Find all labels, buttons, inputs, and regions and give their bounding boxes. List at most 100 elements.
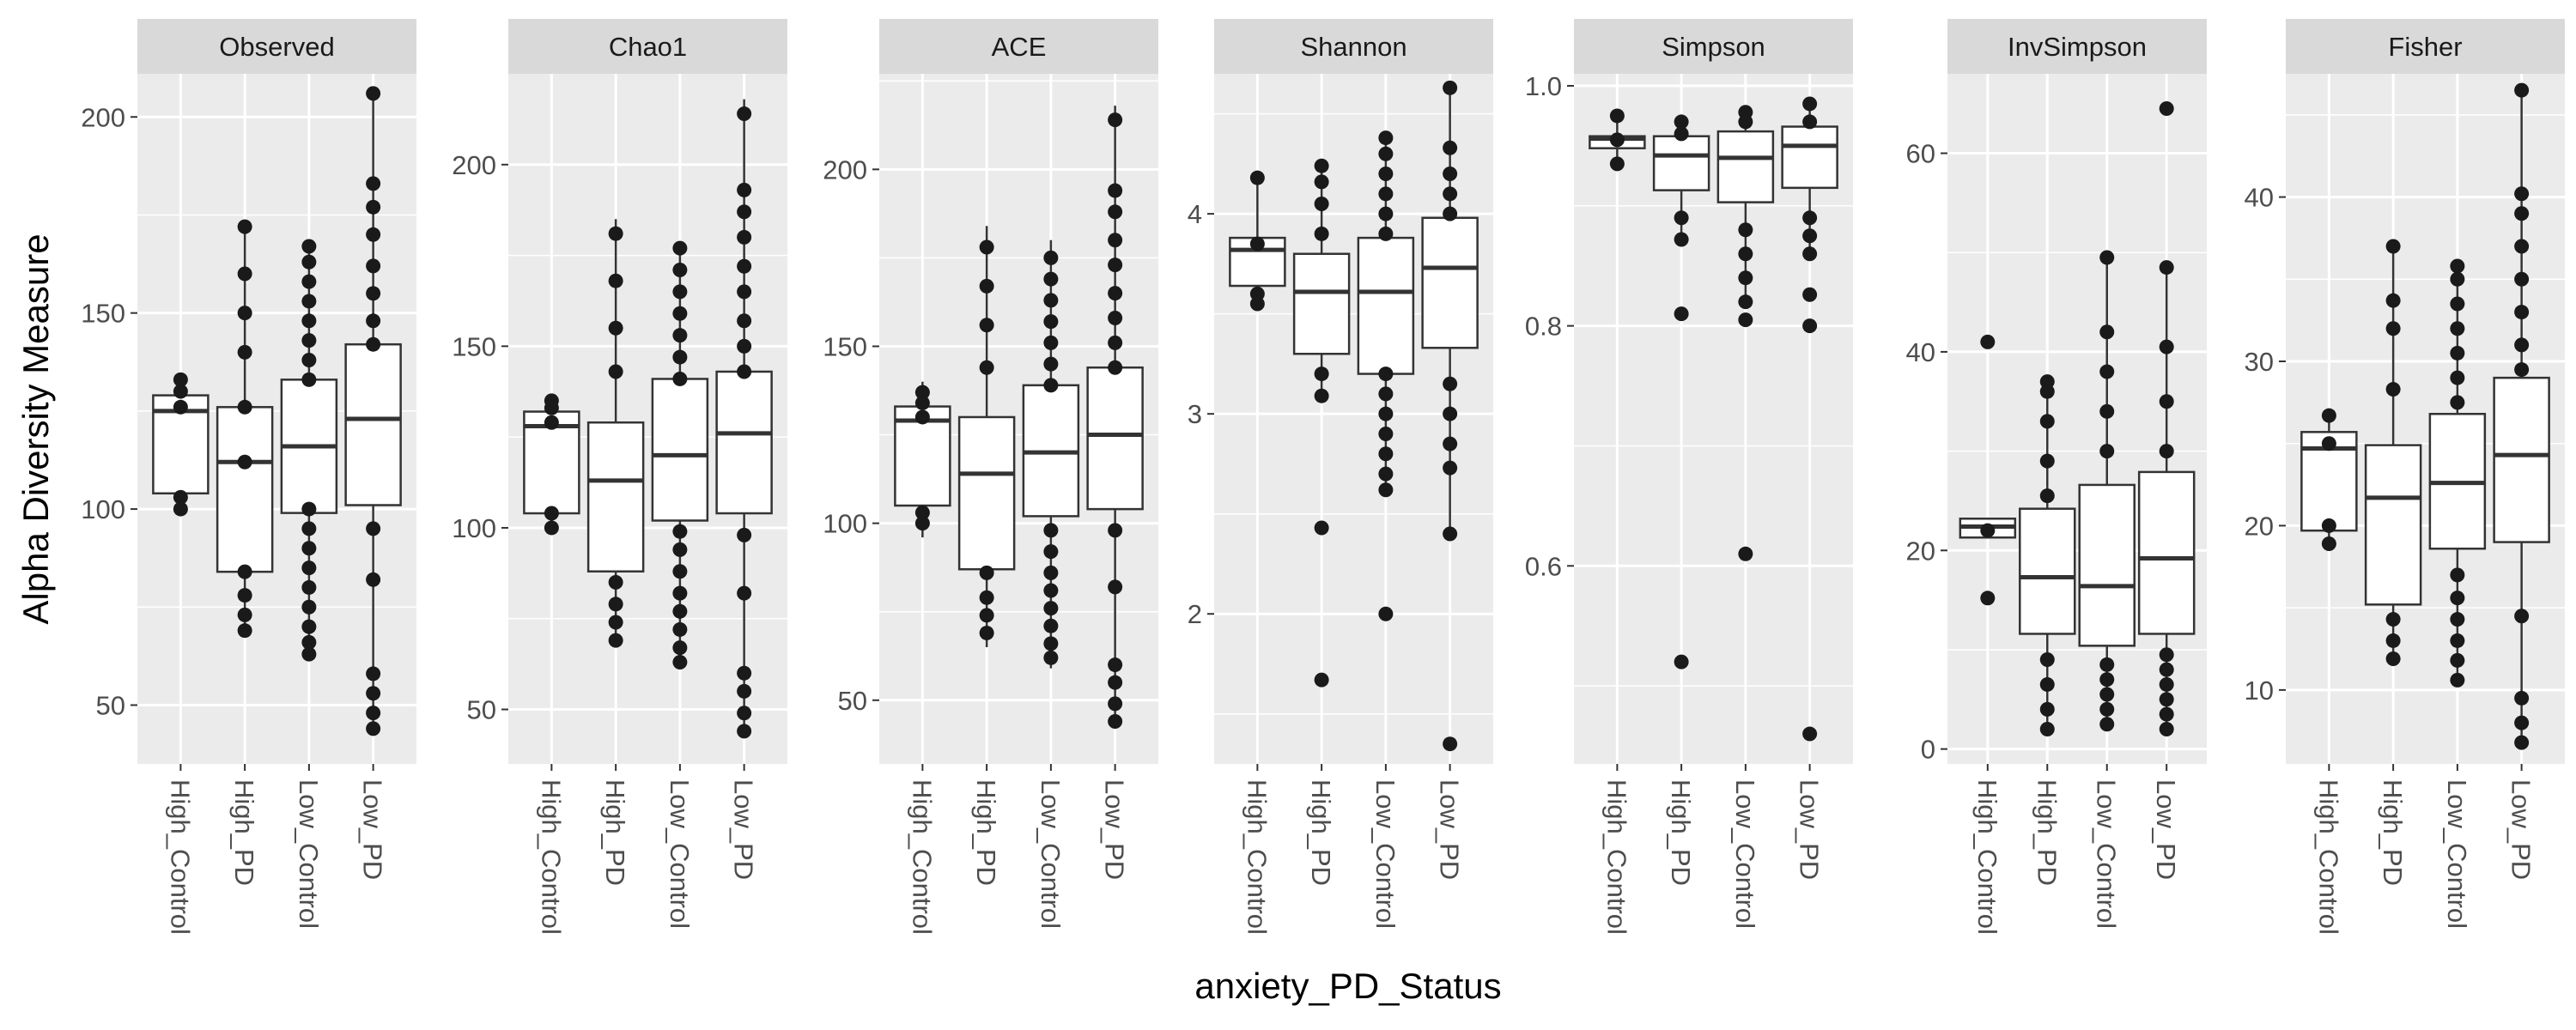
point-ace-low-control-3 [1043,601,1059,616]
point-invsimpson-high-pd-5 [2039,453,2055,469]
point-observed-high-control-1 [173,489,188,505]
point-invsimpson-low-control-1 [2099,701,2115,717]
point-chao1-high-pd-6 [608,273,623,288]
box-body [715,370,773,515]
point-fisher-low-control-2 [2450,633,2465,648]
point-simpson-high-control-1 [1609,132,1625,148]
point-chao1-low-control-2 [672,621,688,637]
panel-observed: Observed 50 100 150 200 High_Control High_PD Lo… [81,19,416,935]
panel-shannon: Shannon 2 3 4 High_Control High_PD Low_Control… [1188,19,1493,935]
point-observed-low-control-10 [301,352,317,367]
point-invsimpson-high-pd-6 [2039,414,2055,429]
box-fisher-low-pd [2493,90,2550,743]
y-tick-label-observed-3: 200 [81,102,125,132]
point-ace-low-pd-10 [1108,258,1123,273]
point-ace-high-control-0 [914,516,930,531]
box-body [2364,444,2422,606]
y-tick-label-fisher-2: 30 [2245,347,2274,377]
point-observed-high-pd-6 [237,344,252,360]
point-simpson-low-pd-2 [1802,287,1818,302]
y-tick-label-chao1-1: 100 [452,513,496,543]
point-observed-low-control-9 [301,372,317,387]
point-observed-low-pd-0 [366,721,381,736]
point-shannon-low-control-2 [1378,466,1394,482]
point-simpson-low-control-3 [1738,270,1753,286]
point-ace-low-control-11 [1043,314,1059,330]
point-ace-low-pd-6 [1108,360,1123,375]
point-ace-high-control-2 [914,409,930,425]
point-chao1-low-pd-9 [737,284,752,300]
point-shannon-low-control-9 [1378,206,1394,221]
point-fisher-high-control-3 [2321,408,2336,423]
point-shannon-low-pd-8 [1443,167,1458,182]
point-invsimpson-high-pd-3 [2039,652,2055,668]
x-tick-label-ace-low-pd: Low_PD [1100,779,1130,880]
strip-label-simpson: Simpson [1662,32,1765,62]
y-tick-label-invsimpson-3: 60 [1906,139,1935,169]
point-invsimpson-high-pd-0 [2039,722,2055,737]
point-chao1-low-control-7 [672,524,688,539]
point-ace-high-control-3 [914,395,930,410]
point-chao1-low-control-4 [672,585,688,601]
point-chao1-high-pd-7 [608,226,623,241]
point-simpson-high-pd-3 [1674,210,1689,226]
point-fisher-high-pd-1 [2385,633,2401,648]
y-tick-label-ace-1: 100 [823,509,867,539]
point-simpson-low-pd-4 [1802,228,1818,244]
box-invsimpson-high-pd [2019,381,2076,730]
x-tick-label-invsimpson-low-control: Low_Control [2092,779,2122,929]
y-tick-label-observed-0: 50 [96,690,125,720]
point-chao1-low-pd-13 [737,182,752,197]
box-shannon-low-pd [1421,88,1479,534]
point-fisher-high-pd-6 [2385,239,2401,254]
point-invsimpson-high-pd-1 [2039,701,2055,717]
y-tick-label-fisher-1: 20 [2245,511,2274,541]
point-chao1-low-control-1 [672,640,688,656]
point-simpson-high-pd-4 [1674,126,1689,142]
point-observed-low-control-13 [301,294,317,309]
point-chao1-low-pd-5 [737,527,752,542]
point-fisher-high-pd-5 [2385,293,2401,308]
point-fisher-high-pd-4 [2385,321,2401,336]
point-observed-low-control-15 [301,254,317,270]
point-ace-high-control-1 [914,505,930,520]
point-shannon-low-pd-4 [1443,406,1458,421]
point-simpson-high-pd-0 [1674,654,1689,670]
point-invsimpson-low-pd-0 [2159,722,2174,737]
point-chao1-low-pd-2 [737,683,752,699]
point-observed-high-pd-1 [237,607,252,622]
point-shannon-high-control-1 [1249,286,1265,301]
point-invsimpson-low-pd-3 [2159,676,2174,692]
strip-simpson [1574,19,1853,74]
point-chao1-low-pd-1 [737,706,752,721]
point-shannon-low-control-6 [1378,386,1394,402]
point-observed-low-control-11 [301,333,317,348]
point-observed-low-control-12 [301,313,317,329]
box-body [2137,470,2196,635]
point-simpson-low-pd-0 [1802,726,1818,742]
point-invsimpson-high-control-0 [1980,591,1996,606]
point-simpson-low-pd-6 [1802,114,1818,130]
box-body [1421,216,1479,349]
panel-invsimpson: InvSimpson 0 20 40 60 High_Control High_PD Low_… [1906,19,2207,935]
point-observed-high-pd-2 [237,588,252,603]
y-tick-label-invsimpson-1: 20 [1906,536,1935,566]
point-fisher-low-pd-9 [2514,206,2530,221]
point-chao1-high-pd-4 [608,364,623,379]
point-chao1-low-pd-4 [737,585,752,601]
point-ace-low-control-9 [1043,356,1059,372]
point-ace-high-pd-6 [979,278,994,294]
point-fisher-low-pd-10 [2514,186,2530,202]
point-chao1-high-pd-3 [608,574,623,590]
point-shannon-high-pd-1 [1314,520,1329,536]
point-ace-low-pd-5 [1108,523,1123,538]
box-simpson-low-pd [1781,103,1838,254]
point-observed-high-pd-3 [237,564,252,579]
point-observed-low-pd-4 [366,572,381,587]
point-invsimpson-low-control-7 [2099,364,2115,379]
box-simpson-low-control [1716,112,1775,308]
y-tick-label-simpson-2: 1.0 [1525,71,1562,101]
point-simpson-high-pd-5 [1674,114,1689,130]
point-ace-low-pd-11 [1108,233,1123,248]
x-tick-label-fisher-high-control: High_Control [2313,779,2343,935]
